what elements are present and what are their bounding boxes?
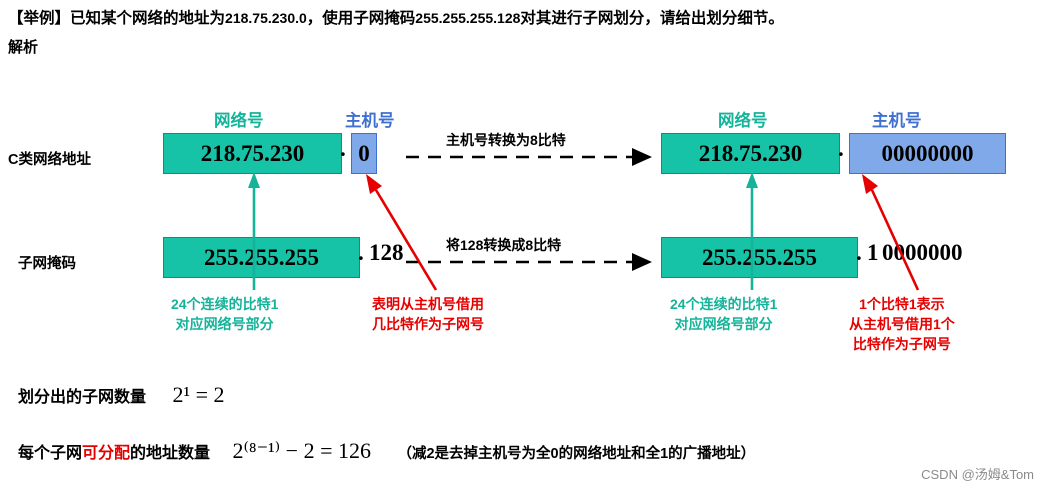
note-left-red-line2: 几比特作为子网号 [372, 316, 484, 332]
note-right-red-line1: 1个比特1表示 [859, 296, 945, 312]
right-mask-network-text: 255.255.255 [702, 244, 817, 270]
label-left-host-number: 主机号 [345, 112, 395, 130]
note-right-red: 1个比特1表示 从主机号借用1个 比特作为子网号 [849, 294, 955, 354]
left-ip-network-text: 218.75.230 [200, 140, 305, 166]
right-mask-dot: . [856, 240, 862, 265]
dashed-arrow-bottom [406, 253, 652, 271]
left-ip-host-box: 0 [351, 133, 377, 174]
right-ip-network-text: 218.75.230 [698, 140, 803, 166]
note-right-red-line3: 比特作为子网号 [852, 336, 951, 352]
subnet-count-math: 2¹ = 2 [172, 382, 225, 407]
left-mask-host-text: 128 [369, 240, 404, 265]
section-heading-analysis: 解析 [8, 39, 39, 56]
title-prefix: 【举例】 [8, 10, 71, 27]
per-subnet-label-b: 的地址数量 [130, 445, 211, 462]
note-right-red-line2: 从主机号借用1个 [849, 316, 955, 332]
row-label-subnet-mask: 子网掩码 [18, 256, 76, 272]
note-right-teal: 24个连续的比特1 对应网络号部分 [670, 294, 777, 334]
note-right-teal-line2: 对应网络号部分 [674, 316, 773, 332]
teal-arrow-right [746, 172, 758, 290]
dashed-arrow-top [406, 148, 652, 166]
per-subnet-label-a: 每个子网 [18, 445, 83, 462]
right-mask-host-rest: 0000000 [882, 240, 963, 265]
label-left-network-number: 网络号 [214, 112, 264, 130]
subnet-count-row: 划分出的子网数量 2¹ = 2 [18, 382, 224, 408]
note-left-teal-line2: 对应网络号部分 [175, 316, 274, 332]
arrow-caption-128-to-8bits: 将128转换成8比特 [446, 237, 562, 253]
right-ip-dot: . [838, 136, 844, 161]
right-ip-network-box: 218.75.230 [661, 133, 840, 174]
title-ip: 218.75.230.0 [225, 10, 307, 26]
red-arrow-left [366, 174, 438, 291]
title-mask: 255.255.255.128 [415, 10, 521, 26]
per-subnet-math: 2⁽⁸⁻¹⁾ − 2 = 126 [232, 438, 372, 463]
left-mask-network-text: 255.255.255 [204, 244, 319, 270]
red-arrow-right [862, 174, 920, 291]
left-ip-network-box: 218.75.230 [163, 133, 342, 174]
page-title: 【举例】已知某个网络的地址为218.75.230.0，使用子网掩码255.255… [8, 6, 1038, 28]
row-label-class-c-address: C类网络地址 [8, 152, 91, 168]
right-ip-host-text: 00000000 [881, 140, 974, 166]
right-ip-host-box: 00000000 [849, 133, 1006, 174]
label-right-network-number: 网络号 [718, 112, 768, 130]
note-left-teal: 24个连续的比特1 对应网络号部分 [171, 294, 278, 334]
left-mask-network-box: 255.255.255 [163, 237, 360, 278]
title-text-b: ，使用子网掩码 [306, 10, 416, 27]
note-right-teal-line1: 24个连续的比特1 [670, 296, 778, 312]
label-right-host-number: 主机号 [872, 112, 922, 130]
left-mask-dot: . [358, 240, 364, 265]
subnet-count-label: 划分出的子网数量 [18, 389, 147, 406]
note-left-red: 表明从主机号借用 几比特作为子网号 [372, 294, 484, 334]
per-subnet-label-red: 可分配 [82, 445, 131, 462]
title-text-a: 已知某个网络的地址为 [70, 10, 226, 27]
left-ip-host-text: 0 [358, 140, 370, 166]
note-left-red-line1: 表明从主机号借用 [372, 296, 484, 312]
arrow-caption-host-to-8bits: 主机号转换为8比特 [446, 132, 566, 148]
per-subnet-note: （减2是去掉主机号为全0的网络地址和全1的广播地址） [397, 446, 756, 462]
teal-arrow-left [248, 172, 260, 290]
title-text-c: 对其进行子网划分，请给出划分细节。 [520, 10, 784, 27]
note-left-teal-line1: 24个连续的比特1 [171, 296, 279, 312]
watermark: CSDN @汤姆&Tom [921, 467, 1034, 482]
per-subnet-row: 每个子网可分配的地址数量 2⁽⁸⁻¹⁾ − 2 = 126 （减2是去掉主机号为… [18, 438, 755, 464]
right-mask-network-box: 255.255.255 [661, 237, 858, 278]
right-mask-host-first-bit: 1 [867, 240, 879, 265]
left-ip-dot: . [340, 136, 346, 161]
